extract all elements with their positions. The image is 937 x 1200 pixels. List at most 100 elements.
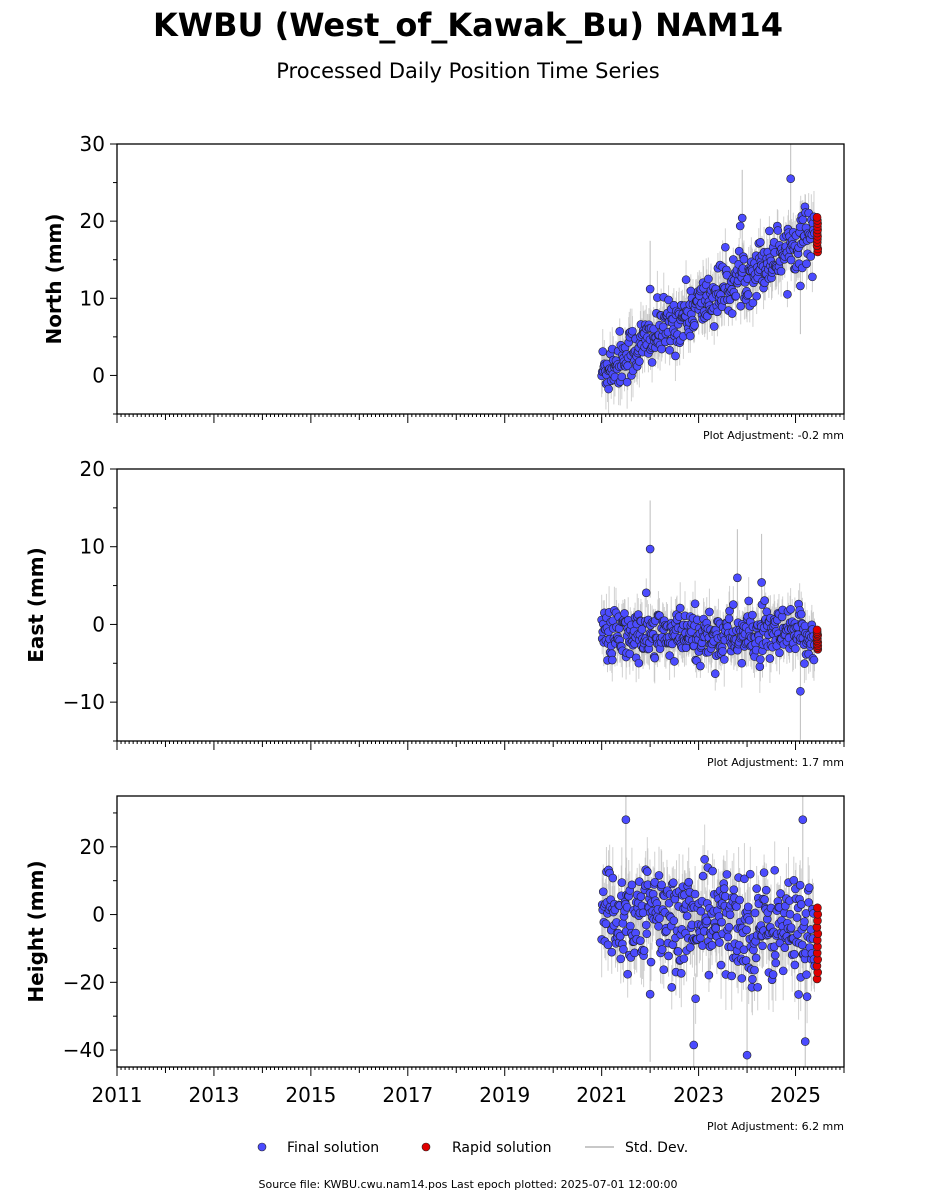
final-point xyxy=(698,871,708,881)
final-point xyxy=(682,911,692,921)
final-point xyxy=(717,917,726,927)
final-point xyxy=(700,855,709,864)
final-point xyxy=(650,653,660,663)
final-point xyxy=(808,272,817,282)
final-point xyxy=(643,867,652,876)
final-point xyxy=(716,960,726,970)
final-point xyxy=(654,871,664,880)
final-point xyxy=(794,990,803,999)
final-point xyxy=(719,884,729,893)
final-point xyxy=(708,866,717,876)
rapid-point xyxy=(813,903,822,913)
final-point xyxy=(741,956,751,965)
final-point xyxy=(755,662,765,671)
final-point xyxy=(686,943,695,952)
final-point xyxy=(737,974,747,983)
final-point xyxy=(667,983,677,992)
final-point xyxy=(775,648,784,658)
final-point xyxy=(750,965,759,975)
final-point xyxy=(645,544,655,554)
final-point xyxy=(635,357,644,366)
final-point xyxy=(786,923,796,932)
height-panel: −40 −20 0 20 2011 2013 2015 2017 2019 2021 2023 202… xyxy=(24,795,845,1133)
final-point xyxy=(760,895,769,904)
rapid-point xyxy=(812,212,822,222)
final-point xyxy=(636,936,645,945)
final-point xyxy=(641,588,651,598)
y-tick-label: −10 xyxy=(63,690,105,714)
chart-subtitle: Processed Daily Position Time Series xyxy=(276,59,660,83)
final-point xyxy=(748,610,757,620)
final-point xyxy=(628,326,637,336)
final-point xyxy=(617,372,627,382)
x-tick-label: 2017 xyxy=(382,1083,433,1107)
final-point xyxy=(800,917,809,926)
final-point xyxy=(719,655,729,664)
final-point xyxy=(796,609,806,619)
final-point xyxy=(800,1037,810,1046)
y-tick-label: 10 xyxy=(80,286,105,310)
final-point xyxy=(645,989,655,999)
final-point xyxy=(707,940,717,950)
final-point xyxy=(727,309,737,318)
y-axis-label: East (mm) xyxy=(24,547,48,663)
final-point xyxy=(727,971,737,981)
x-tick-label: 2025 xyxy=(770,1083,821,1107)
final-point xyxy=(804,898,813,907)
final-point xyxy=(725,606,734,616)
final-point xyxy=(715,938,724,947)
final-point xyxy=(645,284,655,294)
final-point xyxy=(664,898,674,908)
legend-rapid-label: Rapid solution xyxy=(452,1140,552,1156)
final-point xyxy=(759,868,769,877)
final-point xyxy=(768,970,778,979)
final-point xyxy=(690,889,700,899)
final-point xyxy=(804,883,814,892)
final-point xyxy=(733,573,742,583)
plot-area xyxy=(597,796,823,1067)
legend-rapid-marker xyxy=(421,1142,431,1152)
final-point xyxy=(625,649,635,659)
legend: Final solution Rapid solution Std. Dev. xyxy=(257,1140,688,1156)
final-point xyxy=(783,290,792,299)
final-point xyxy=(778,966,788,976)
final-point xyxy=(639,946,649,955)
plot-area xyxy=(597,144,823,414)
plot-area xyxy=(597,500,823,740)
final-point xyxy=(776,266,786,276)
final-point xyxy=(620,609,629,618)
final-point xyxy=(616,954,626,964)
plot-adjustment-note: Plot Adjustment: 1.7 mm xyxy=(707,756,844,769)
x-tick-label: 2019 xyxy=(479,1083,530,1107)
y-tick-label: 0 xyxy=(92,903,105,927)
final-point xyxy=(696,906,706,916)
final-point xyxy=(665,651,674,660)
y-tick-label: −20 xyxy=(63,970,105,994)
final-points xyxy=(597,544,819,696)
final-point xyxy=(690,599,700,609)
legend-final-label: Final solution xyxy=(287,1140,379,1156)
final-point xyxy=(735,895,744,905)
plot-adjustment-note: Plot Adjustment: 6.2 mm xyxy=(707,1120,844,1133)
final-point xyxy=(657,344,666,354)
footer-note: Source file: KWBU.cwu.nam14.pos Last epo… xyxy=(259,1178,678,1191)
final-point xyxy=(709,322,719,331)
final-point xyxy=(710,669,720,679)
final-point xyxy=(731,291,741,301)
final-point xyxy=(790,949,799,959)
final-point xyxy=(626,921,635,931)
final-points xyxy=(597,815,819,1060)
final-point xyxy=(771,958,781,968)
final-point xyxy=(669,878,678,887)
y-tick-label: −40 xyxy=(63,1038,105,1062)
final-point xyxy=(673,947,683,956)
final-point xyxy=(627,880,637,890)
final-point xyxy=(635,877,644,886)
final-point xyxy=(723,932,733,942)
final-point xyxy=(765,226,774,236)
final-point xyxy=(675,603,685,613)
y-tick-label: 20 xyxy=(80,457,105,481)
final-point xyxy=(786,255,796,265)
final-point xyxy=(789,875,799,885)
